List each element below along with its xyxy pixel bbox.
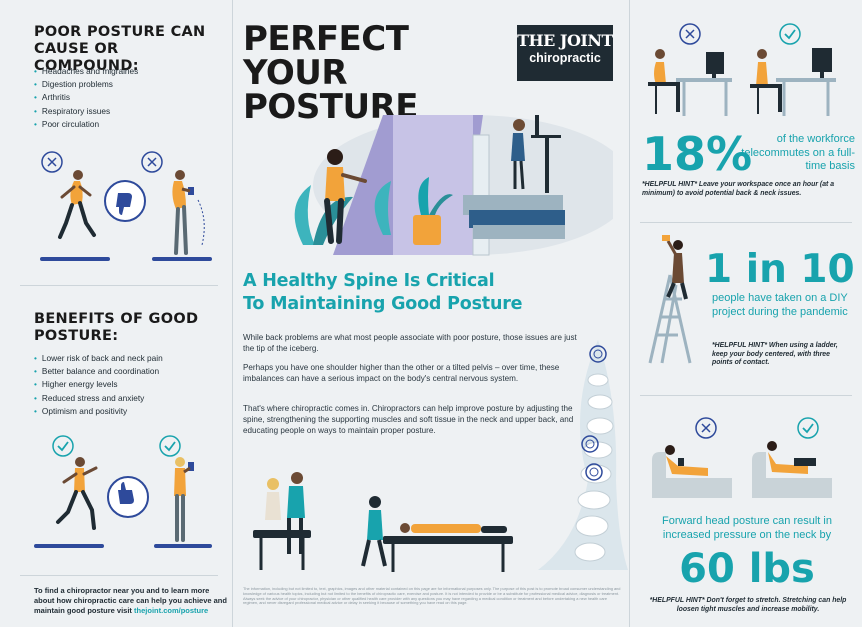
stat-1-in-10: 1 in 10 (705, 247, 855, 292)
stat-18-percent: 18% (642, 127, 753, 181)
left-column: POOR POSTURE CAN CAUSE OR COMPOUND: Head… (0, 0, 232, 627)
hero-illustration (294, 115, 613, 256)
check-mark-icon (797, 417, 819, 439)
chiropractor-illustration (253, 472, 513, 572)
middle-column: PERFECT YOUR POSTURE THE JOINT chiroprac… (232, 0, 630, 627)
divider (20, 285, 218, 286)
list-item: Arthritis (34, 91, 138, 104)
list-item: Better balance and coordination (34, 365, 163, 378)
benefits-title: BENEFITS OF GOOD POSTURE: (34, 311, 199, 344)
stat-60-lbs: 60 lbs (679, 546, 815, 592)
poor-posture-illustration (40, 151, 212, 261)
x-mark-icon (141, 151, 163, 173)
helpful-hint: *HELPFUL HINT* Don't forget to stretch. … (649, 597, 847, 613)
lounge-illustration (652, 417, 832, 498)
list-item: Optimism and positivity (34, 405, 163, 418)
good-posture-illustration (34, 435, 212, 548)
check-mark-icon (779, 23, 801, 45)
desk-illustration (648, 23, 836, 116)
x-mark-icon (41, 151, 63, 173)
spine-illustration (538, 340, 628, 570)
list-item: Higher energy levels (34, 378, 163, 391)
helpful-hint: *HELPFUL HINT* Leave your workspace once… (642, 181, 835, 197)
helpful-hint: *HELPFUL HINT* When using a ladder, keep… (712, 342, 838, 367)
x-mark-icon (695, 417, 717, 439)
stat-1-in-10-text: people have taken on a DIY project durin… (712, 292, 848, 318)
list-item: Digestion problems (34, 78, 138, 91)
subtitle: A Healthy Spine Is Critical To Maintaini… (243, 271, 523, 314)
disclaimer: The information, including but not limit… (243, 586, 621, 606)
footer-cta: To find a chiropractor near you and to l… (34, 586, 227, 615)
the-joint-logo: THE JOINT chiropractic (517, 25, 613, 81)
divider (640, 222, 852, 223)
divider (640, 395, 852, 396)
paragraph: That's where chiropractic comes in. Chir… (243, 404, 574, 435)
list-item: Poor circulation (34, 118, 138, 131)
list-item: Headaches and migraines (34, 65, 138, 78)
right-column: 18% of the workforce telecommutes on a f… (630, 0, 862, 627)
x-mark-icon (679, 23, 701, 45)
benefits-list: Lower risk of back and neck pain Better … (34, 352, 163, 418)
stat-60-intro: Forward head posture can result in incre… (662, 515, 832, 541)
paragraph: While back problems are what most people… (243, 333, 577, 353)
divider (20, 575, 218, 576)
stat-18-text: of the workforce telecommutes on a full-… (741, 133, 855, 172)
website-link[interactable]: thejoint.com/posture (134, 605, 209, 615)
list-item: Respiratory issues (34, 105, 138, 118)
ladder-illustration (648, 235, 692, 364)
check-mark-icon (52, 435, 74, 457)
check-mark-icon (159, 435, 181, 457)
poor-posture-list: Headaches and migraines Digestion proble… (34, 65, 138, 131)
list-item: Reduced stress and anxiety (34, 392, 163, 405)
paragraph: Perhaps you have one shoulder higher tha… (243, 363, 560, 383)
list-item: Lower risk of back and neck pain (34, 352, 163, 365)
